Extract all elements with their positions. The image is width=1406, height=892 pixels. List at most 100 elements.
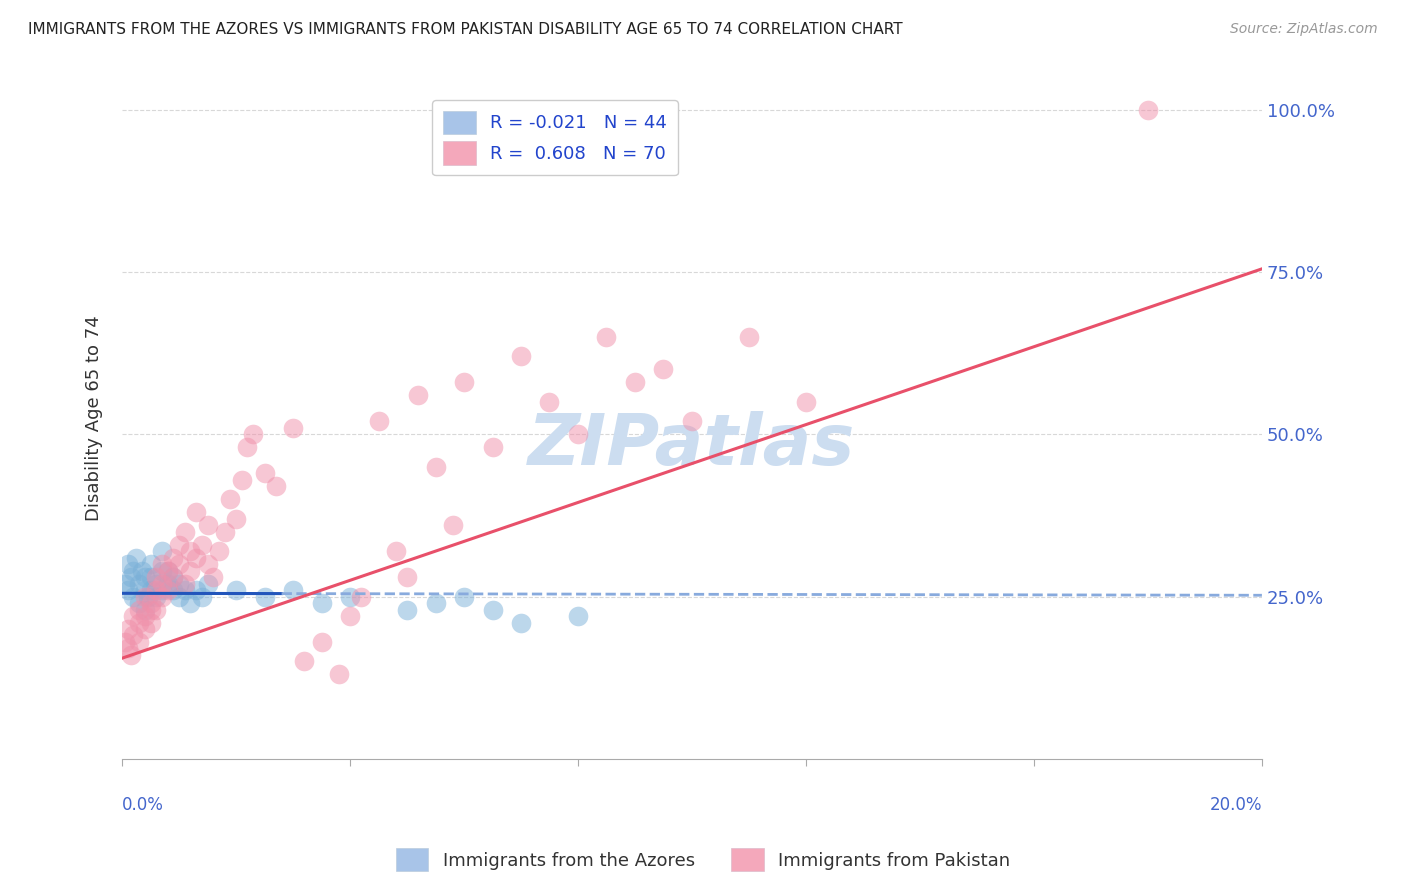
Text: 0.0%: 0.0% [122,797,165,814]
Point [122,628,145,642]
Point [281,421,304,435]
Point [162,583,184,598]
Point [128,602,150,616]
Point [128,615,150,630]
Point [794,395,817,409]
Text: IMMIGRANTS FROM THE AZORES VS IMMIGRANTS FROM PAKISTAN DISABILITY AGE 65 TO 74 C: IMMIGRANTS FROM THE AZORES VS IMMIGRANTS… [28,22,903,37]
Point [281,583,304,598]
Point [186,505,208,519]
Point [367,414,389,428]
Point [395,570,418,584]
Point [453,590,475,604]
Point [294,655,316,669]
Point [441,518,464,533]
Point [134,602,156,616]
Point [567,609,589,624]
Point [167,576,190,591]
Point [197,518,219,533]
Point [162,570,184,584]
Point [253,467,276,481]
Point [150,544,173,558]
Point [681,414,703,428]
Point [145,602,167,616]
Point [114,635,136,649]
Point [173,583,195,598]
Point [425,596,447,610]
Point [208,544,231,558]
Point [167,557,190,571]
Point [150,583,173,598]
Point [510,350,533,364]
Point [139,570,162,584]
Point [242,427,264,442]
Point [225,583,247,598]
Point [236,440,259,454]
Point [328,667,350,681]
Point [253,590,276,604]
Point [134,590,156,604]
Point [156,564,179,578]
Point [567,427,589,442]
Point [311,596,333,610]
Point [264,479,287,493]
Point [117,641,139,656]
Point [139,615,162,630]
Legend: Immigrants from the Azores, Immigrants from Pakistan: Immigrants from the Azores, Immigrants f… [388,841,1018,879]
Point [350,590,373,604]
Point [139,583,162,598]
Point [339,590,361,604]
Point [197,557,219,571]
Point [173,576,195,591]
Point [624,376,647,390]
Point [197,576,219,591]
Point [738,330,761,344]
Point [191,538,214,552]
Point [150,590,173,604]
Point [117,622,139,636]
Point [202,570,225,584]
Point [481,440,503,454]
Point [167,538,190,552]
Point [156,583,179,598]
Point [134,622,156,636]
Point [139,557,162,571]
Point [162,570,184,584]
Point [131,564,153,578]
Point [156,564,179,578]
Legend: R = -0.021   N = 44, R =  0.608   N = 70: R = -0.021 N = 44, R = 0.608 N = 70 [433,100,678,176]
Point [453,376,475,390]
Point [231,473,253,487]
Point [128,576,150,591]
Point [139,602,162,616]
Point [125,550,148,565]
Point [150,557,173,571]
Point [156,576,179,591]
Point [134,570,156,584]
Point [128,635,150,649]
Point [117,583,139,598]
Point [179,544,201,558]
Point [186,583,208,598]
Point [145,590,167,604]
Point [225,511,247,525]
Point [173,524,195,539]
Point [395,602,418,616]
Point [145,576,167,591]
Point [145,583,167,598]
Point [214,524,236,539]
Point [134,583,156,598]
Point [150,576,173,591]
Point [425,459,447,474]
Point [162,550,184,565]
Point [191,590,214,604]
Point [384,544,406,558]
Point [128,596,150,610]
Point [114,576,136,591]
Point [122,564,145,578]
Point [139,596,162,610]
Point [311,635,333,649]
Y-axis label: Disability Age 65 to 74: Disability Age 65 to 74 [86,315,103,521]
Point [408,388,430,402]
Point [134,609,156,624]
Point [179,564,201,578]
